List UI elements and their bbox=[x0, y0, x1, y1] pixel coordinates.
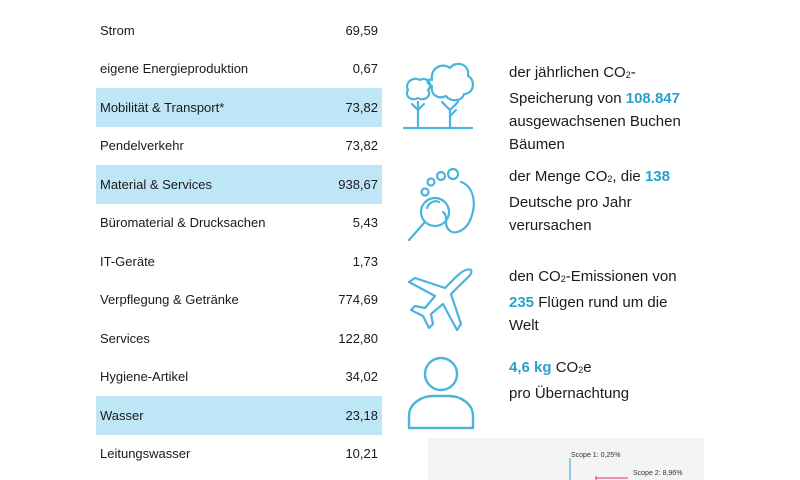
scope2-label: Scope 2: 8,96% bbox=[633, 470, 683, 477]
fact-flights: den CO2-Emissionen von 235 Flügen rund u… bbox=[509, 268, 677, 334]
row-label: Strom bbox=[100, 22, 135, 38]
footprint-number: 138 bbox=[644, 168, 670, 185]
table-row: IT-Geräte 1,73 bbox=[96, 242, 382, 281]
row-value: 34,02 bbox=[345, 369, 378, 385]
row-value: 774,69 bbox=[338, 292, 378, 308]
trees-number: 108.847 bbox=[625, 90, 680, 107]
emissions-table: Strom 69,59 eigene Energieproduktion 0,67 Mo… bbox=[96, 11, 382, 473]
table-row: Büromaterial & Drucksachen 5,43 bbox=[96, 204, 382, 243]
row-value: 23,18 bbox=[345, 407, 378, 423]
row-label: Material & Services bbox=[100, 176, 212, 192]
table-row: Leitungswasser 10,21 bbox=[96, 435, 382, 474]
scope-chart: Scope 1: 0,25% Scope 2: 8,96% bbox=[428, 438, 704, 480]
row-value: 73,82 bbox=[345, 138, 378, 154]
row-label: Pendelverkehr bbox=[100, 138, 184, 154]
airplane-icon bbox=[405, 264, 477, 336]
table-row: Hygiene-Artikel 34,02 bbox=[96, 358, 382, 397]
row-value: 1,73 bbox=[352, 253, 378, 269]
row-value: 10,21 bbox=[345, 446, 378, 462]
trees-icon bbox=[402, 58, 476, 130]
row-value: 5,43 bbox=[352, 215, 378, 231]
fact-person: 4,6 kg CO2e pro Übernachtung bbox=[509, 359, 630, 402]
footprint-magnifier-icon bbox=[403, 166, 479, 246]
row-value: 122,80 bbox=[338, 330, 378, 346]
row-label: Mobilität & Transport* bbox=[100, 99, 225, 115]
row-value: 938,67 bbox=[338, 176, 378, 192]
fact-trees: der jährlichen CO2- Speicherung von 108.… bbox=[509, 64, 681, 153]
table-row: Services 122,80 bbox=[96, 319, 382, 358]
person-number: 4,6 kg bbox=[509, 359, 552, 376]
row-label: Leitungswasser bbox=[100, 446, 191, 462]
flights-number: 235 bbox=[509, 294, 535, 311]
row-label: Services bbox=[100, 330, 150, 346]
table-row: Wasser 23,18 bbox=[96, 396, 382, 435]
row-label: Wasser bbox=[100, 407, 144, 423]
table-row: Verpflegung & Getränke 774,69 bbox=[96, 281, 382, 320]
row-value: 69,59 bbox=[345, 22, 378, 38]
row-label: Verpflegung & Getränke bbox=[100, 292, 239, 308]
scope1-label: Scope 1: 0,25% bbox=[571, 452, 621, 459]
fact-footprint: der Menge CO2, die 138 Deutsche pro Jahr… bbox=[509, 168, 670, 234]
row-label: IT-Geräte bbox=[100, 253, 155, 269]
table-row: Strom 69,59 bbox=[96, 11, 382, 50]
row-label: eigene Energieproduktion bbox=[100, 61, 249, 77]
row-label: Büromaterial & Drucksachen bbox=[100, 215, 266, 231]
row-label: Hygiene-Artikel bbox=[100, 369, 189, 385]
row-value: 0,67 bbox=[352, 61, 378, 77]
table-row: Material & Services 938,67 bbox=[96, 165, 382, 204]
table-row: Mobilität & Transport* 73,82 bbox=[96, 88, 382, 127]
row-value: 73,82 bbox=[345, 99, 378, 115]
table-row: eigene Energieproduktion 0,67 bbox=[96, 50, 382, 89]
person-icon bbox=[405, 354, 477, 430]
table-row: Pendelverkehr 73,82 bbox=[96, 127, 382, 166]
